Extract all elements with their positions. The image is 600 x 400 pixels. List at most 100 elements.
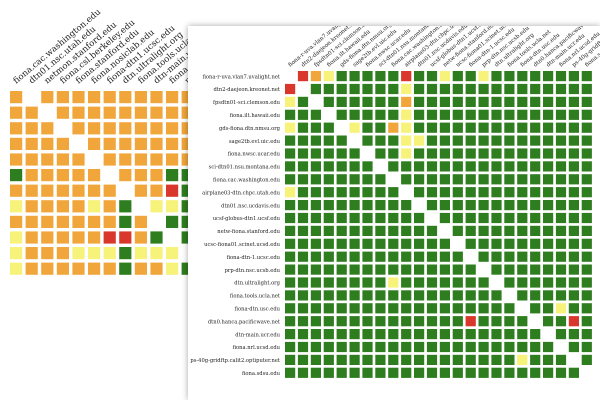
small_matrix-cell[interactable] xyxy=(41,184,54,197)
large_matrix-cell[interactable] xyxy=(297,148,309,159)
large_matrix-cell[interactable] xyxy=(414,264,425,275)
large_matrix-cell[interactable] xyxy=(491,71,502,82)
large_matrix-cell[interactable] xyxy=(530,174,541,185)
large_matrix-cell[interactable] xyxy=(297,290,309,301)
large_matrix-cell[interactable] xyxy=(285,83,296,95)
large_matrix-cell[interactable] xyxy=(297,251,309,262)
large_matrix-cell[interactable] xyxy=(336,277,347,288)
large_matrix-cell[interactable] xyxy=(375,122,386,133)
large_matrix-cell[interactable] xyxy=(401,367,412,378)
large_matrix-cell[interactable] xyxy=(465,71,476,82)
large_matrix-cell[interactable] xyxy=(581,83,592,95)
large_matrix-cell[interactable] xyxy=(581,316,592,327)
small_matrix-cell[interactable] xyxy=(10,231,23,244)
large_matrix-cell[interactable] xyxy=(349,122,360,133)
large_matrix-cell[interactable] xyxy=(555,303,567,314)
large_matrix-cell[interactable] xyxy=(323,290,334,301)
large_matrix-cell[interactable] xyxy=(323,277,334,288)
large_matrix-cell[interactable] xyxy=(517,225,528,236)
large_matrix-cell[interactable] xyxy=(336,83,347,95)
small_matrix-cell[interactable] xyxy=(56,231,69,244)
small_matrix-cell[interactable] xyxy=(119,231,132,244)
small_matrix-cell[interactable] xyxy=(56,262,69,275)
large_matrix-cell[interactable] xyxy=(414,341,425,353)
large_matrix-cell[interactable] xyxy=(530,277,541,288)
large_matrix-cell[interactable] xyxy=(401,354,412,365)
large_matrix-cell[interactable] xyxy=(543,329,554,340)
large_matrix-cell[interactable] xyxy=(362,264,373,275)
large_matrix-cell[interactable] xyxy=(439,277,450,288)
large_matrix-cell[interactable] xyxy=(478,303,489,314)
large_matrix-cell[interactable] xyxy=(362,200,373,211)
large_matrix-cell[interactable] xyxy=(414,148,425,159)
large_matrix-cell[interactable] xyxy=(465,225,476,236)
large_matrix-cell[interactable] xyxy=(530,212,541,224)
large_matrix-cell[interactable] xyxy=(297,367,309,378)
small_matrix-cell[interactable] xyxy=(103,262,116,275)
large_matrix-cell[interactable] xyxy=(530,83,541,95)
large_matrix-cell[interactable] xyxy=(310,187,321,198)
large_matrix-cell[interactable] xyxy=(568,316,579,327)
large_matrix-cell[interactable] xyxy=(375,187,386,198)
large_matrix-cell[interactable] xyxy=(401,212,412,224)
large_matrix-cell[interactable] xyxy=(349,354,360,365)
large_matrix-cell[interactable] xyxy=(375,329,386,340)
large_matrix-cell[interactable] xyxy=(555,341,567,353)
large_matrix-cell[interactable] xyxy=(555,277,567,288)
small_matrix-cell[interactable] xyxy=(150,153,163,166)
small_matrix-cell[interactable] xyxy=(41,215,54,228)
large_matrix-cell[interactable] xyxy=(543,212,554,224)
large_matrix-cell[interactable] xyxy=(504,96,515,107)
large_matrix-cell[interactable] xyxy=(375,135,386,146)
large_matrix-cell[interactable] xyxy=(426,200,438,211)
large_matrix-cell[interactable] xyxy=(375,161,386,172)
small_matrix-cell[interactable] xyxy=(150,231,163,244)
large_matrix-cell[interactable] xyxy=(543,316,554,327)
large_matrix-cell[interactable] xyxy=(285,367,296,378)
small_matrix-cell[interactable] xyxy=(88,106,101,119)
large_matrix-cell[interactable] xyxy=(439,83,450,95)
large_matrix-cell[interactable] xyxy=(517,109,528,120)
large_matrix-cell[interactable] xyxy=(310,109,321,120)
large_matrix-cell[interactable] xyxy=(362,290,373,301)
large_matrix-cell[interactable] xyxy=(581,122,592,133)
large_matrix-cell[interactable] xyxy=(310,225,321,236)
large_matrix-cell[interactable] xyxy=(530,316,541,327)
large_matrix-cell[interactable] xyxy=(530,238,541,249)
large_matrix-cell[interactable] xyxy=(555,161,567,172)
large_matrix-cell[interactable] xyxy=(478,329,489,340)
large_matrix-cell[interactable] xyxy=(323,187,334,198)
large_matrix-cell[interactable] xyxy=(478,251,489,262)
large_matrix-cell[interactable] xyxy=(388,238,399,249)
large_matrix-cell[interactable] xyxy=(297,161,309,172)
large_matrix-cell[interactable] xyxy=(362,251,373,262)
large_matrix-cell[interactable] xyxy=(555,174,567,185)
large_matrix-cell[interactable] xyxy=(375,71,386,82)
large_matrix-cell[interactable] xyxy=(323,329,334,340)
large_matrix-cell[interactable] xyxy=(426,264,438,275)
large_matrix-cell[interactable] xyxy=(504,264,515,275)
large_matrix-cell[interactable] xyxy=(388,251,399,262)
large_matrix-cell[interactable] xyxy=(581,341,592,353)
large_matrix-cell[interactable] xyxy=(555,290,567,301)
large_matrix-cell[interactable] xyxy=(401,109,412,120)
large_matrix-cell[interactable] xyxy=(568,161,579,172)
large_matrix-cell[interactable] xyxy=(375,225,386,236)
large_matrix-cell[interactable] xyxy=(426,251,438,262)
small_matrix-cell[interactable] xyxy=(56,215,69,228)
large_matrix-cell[interactable] xyxy=(491,264,502,275)
large_matrix-cell[interactable] xyxy=(439,225,450,236)
large_matrix-cell[interactable] xyxy=(336,135,347,146)
large_matrix-cell[interactable] xyxy=(297,135,309,146)
large_matrix-cell[interactable] xyxy=(581,174,592,185)
small_matrix-cell[interactable] xyxy=(88,153,101,166)
large_matrix-cell[interactable] xyxy=(323,161,334,172)
large_matrix-cell[interactable] xyxy=(491,148,502,159)
large_matrix-cell[interactable] xyxy=(568,251,579,262)
large_matrix-cell[interactable] xyxy=(465,290,476,301)
large_matrix-cell[interactable] xyxy=(517,83,528,95)
large_matrix-cell[interactable] xyxy=(555,329,567,340)
large_matrix-cell[interactable] xyxy=(439,341,450,353)
large_matrix-cell[interactable] xyxy=(555,316,567,327)
large_matrix-cell[interactable] xyxy=(439,290,450,301)
